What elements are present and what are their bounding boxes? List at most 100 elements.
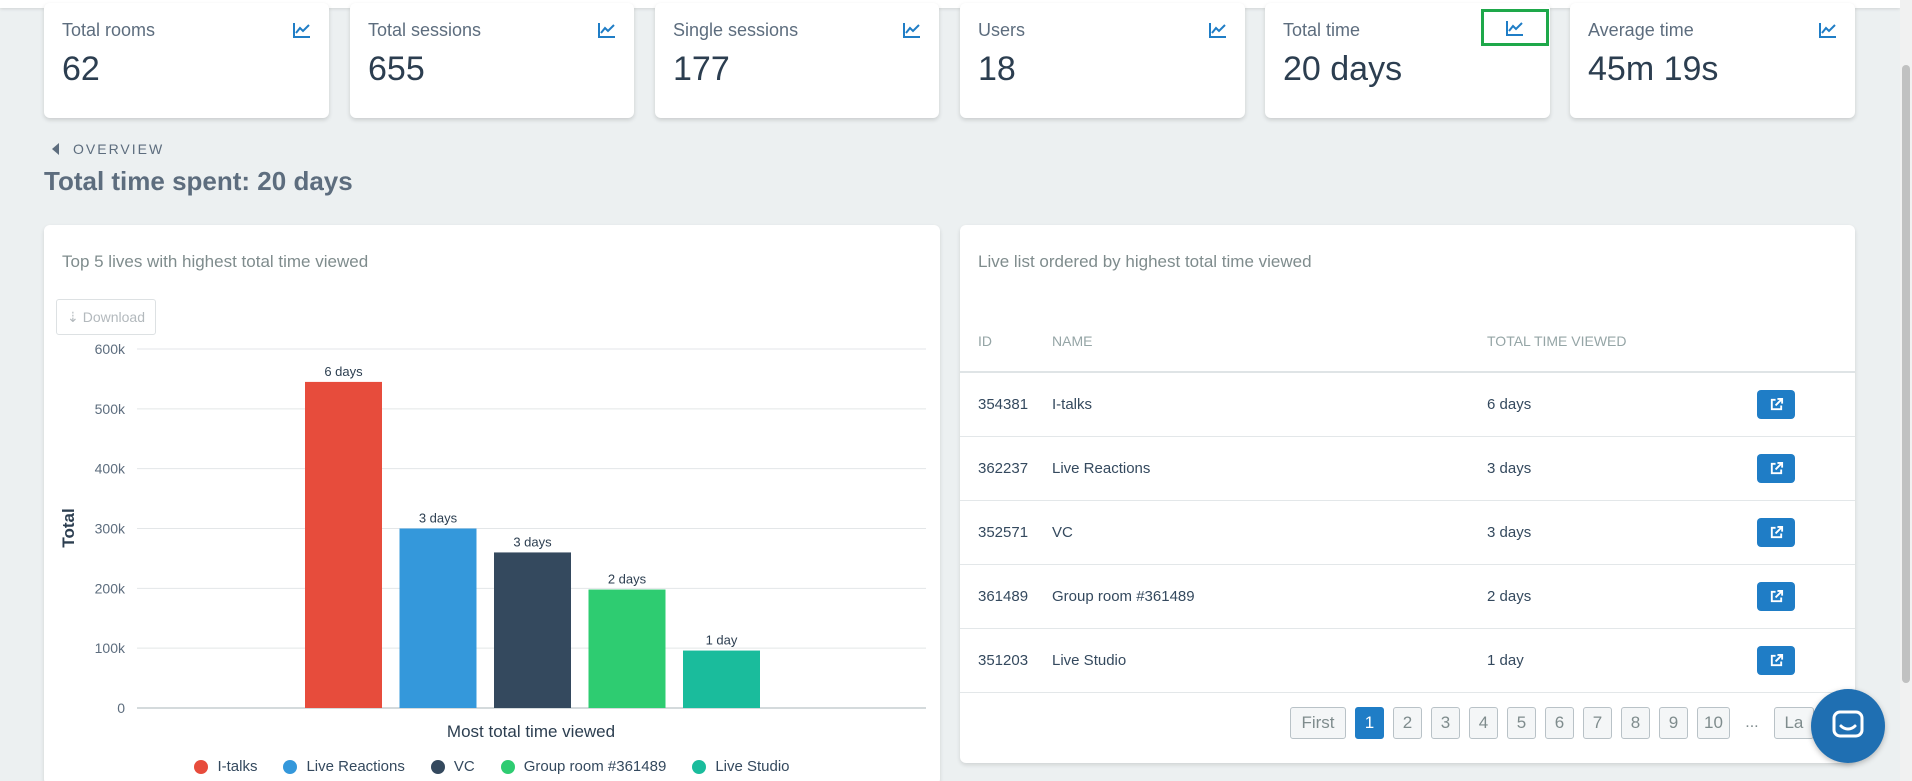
legend-item[interactable]: VC	[430, 758, 475, 775]
data-label: 6 days	[324, 364, 363, 379]
external-link-icon	[1770, 589, 1783, 602]
stat-value: 18	[978, 50, 1016, 88]
data-label: 3 days	[513, 534, 552, 549]
trend-chart-icon[interactable]	[901, 19, 923, 41]
legend-dot-icon	[283, 759, 298, 774]
breadcrumb-overview[interactable]: OVERVIEW	[52, 141, 164, 157]
cell-time: 3 days	[1487, 500, 1757, 565]
table-row: 354381 I-talks 6 days	[960, 372, 1855, 437]
legend-item[interactable]: I-talks	[194, 758, 257, 775]
trend-chart-icon[interactable]	[1481, 9, 1549, 46]
page-button-4[interactable]: 4	[1469, 707, 1498, 739]
page-button-1[interactable]: 1	[1355, 707, 1384, 739]
pagination-ellipsis: ...	[1745, 714, 1759, 731]
stat-label: Total time	[1283, 20, 1361, 40]
list-panel-title: Live list ordered by highest total time …	[978, 252, 1312, 271]
page-button-7[interactable]: 7	[1583, 707, 1612, 739]
external-link-icon	[1770, 525, 1783, 538]
chart-bar	[683, 650, 760, 708]
page-button-2[interactable]: 2	[1393, 707, 1422, 739]
column-header-name[interactable]: NAME	[1052, 310, 1487, 373]
top-bar	[0, 0, 1900, 8]
trend-chart-icon[interactable]	[1817, 19, 1839, 41]
page-button-10[interactable]: 10	[1697, 707, 1730, 739]
cell-actions	[1757, 372, 1855, 437]
chart-bar	[588, 589, 666, 708]
caret-left-icon	[52, 143, 59, 155]
external-link-icon	[1770, 397, 1783, 410]
stat-card-average-time: Average time 45m 19s	[1570, 3, 1855, 118]
page-first-button[interactable]: First	[1290, 707, 1346, 739]
stat-label: Average time	[1588, 20, 1694, 40]
cell-actions	[1757, 628, 1855, 693]
legend-label: Group room #361489	[523, 758, 667, 775]
column-header-id[interactable]: ID	[960, 310, 1052, 373]
cell-id: 351203	[960, 628, 1052, 693]
cell-id: 352571	[960, 500, 1052, 565]
legend-item[interactable]: Live Reactions	[283, 758, 405, 775]
cell-name: Live Reactions	[1052, 436, 1487, 501]
cell-name: Live Studio	[1052, 628, 1487, 693]
stat-label: Total rooms	[62, 20, 156, 40]
scrollbar-thumb[interactable]	[1902, 65, 1910, 683]
chart-bar	[399, 528, 477, 708]
page-last-button[interactable]: La	[1773, 707, 1814, 739]
open-live-button[interactable]	[1757, 517, 1795, 547]
page-button-9[interactable]: 9	[1659, 707, 1688, 739]
stat-value: 20 days	[1283, 50, 1403, 88]
y-tick-label: 200k	[95, 580, 126, 596]
table-header-row: ID NAME TOTAL TIME VIEWED	[960, 310, 1855, 373]
chart-panel: Top 5 lives with highest total time view…	[44, 225, 940, 781]
open-live-button[interactable]	[1757, 453, 1795, 483]
open-live-button[interactable]	[1757, 645, 1795, 675]
page-scrollbar[interactable]	[1900, 0, 1912, 781]
page-button-3[interactable]: 3	[1431, 707, 1460, 739]
bar-chart: 0 100k 200k 300k 400k 500k 600k Total Most total…	[59, 341, 926, 741]
cell-id: 362237	[960, 436, 1052, 501]
table-row: 352571 VC 3 days	[960, 500, 1855, 565]
trend-chart-icon[interactable]	[1207, 19, 1229, 41]
data-label: 1 day	[706, 633, 738, 648]
cell-id: 361489	[960, 564, 1052, 629]
cell-name: VC	[1052, 500, 1487, 565]
page-button-6[interactable]: 6	[1545, 707, 1574, 739]
download-button[interactable]: ⇣ Download	[56, 299, 156, 335]
open-live-button[interactable]	[1757, 581, 1795, 611]
trend-chart-icon[interactable]	[291, 19, 313, 41]
legend-item[interactable]: Group room #361489	[500, 758, 667, 775]
legend-item[interactable]: Live Studio	[692, 758, 790, 775]
stat-card-total-rooms: Total rooms 62	[44, 3, 329, 118]
stat-label: Single sessions	[673, 20, 799, 40]
legend-label: Live Reactions	[306, 758, 405, 775]
legend-label: I-talks	[217, 758, 258, 775]
legend-dot-icon	[194, 759, 209, 774]
chat-launcher-button[interactable]	[1811, 689, 1885, 763]
page-title: Total time spent: 20 days	[44, 166, 353, 196]
table-row: 351203 Live Studio 1 day	[960, 628, 1855, 693]
live-table: ID NAME TOTAL TIME VIEWED 354381 I-talks…	[960, 310, 1855, 693]
data-label: 2 days	[608, 572, 647, 587]
y-tick-label: 100k	[95, 640, 126, 656]
legend-label: Live Studio	[715, 758, 790, 775]
cell-actions	[1757, 436, 1855, 501]
stat-label: Users	[978, 20, 1026, 40]
download-label: Download	[82, 309, 145, 325]
chat-icon	[1832, 710, 1864, 738]
trend-chart-icon[interactable]	[596, 19, 618, 41]
stat-value: 62	[62, 50, 100, 88]
y-tick-label: 300k	[95, 521, 126, 537]
column-header-time[interactable]: TOTAL TIME VIEWED	[1487, 310, 1757, 373]
stat-card-total-sessions: Total sessions 655	[350, 3, 634, 118]
table-row: 362237 Live Reactions 3 days	[960, 436, 1855, 501]
stat-value: 177	[673, 50, 730, 88]
download-icon: ⇣	[67, 308, 79, 325]
page-button-5[interactable]: 5	[1507, 707, 1536, 739]
y-tick-label: 500k	[95, 401, 126, 417]
open-live-button[interactable]	[1757, 389, 1795, 419]
external-link-icon	[1770, 461, 1783, 474]
chart-panel-title: Top 5 lives with highest total time view…	[62, 252, 369, 271]
cell-name: Group room #361489	[1052, 564, 1487, 629]
cell-time: 3 days	[1487, 436, 1757, 501]
chart-bar	[305, 381, 382, 708]
page-button-8[interactable]: 8	[1621, 707, 1650, 739]
